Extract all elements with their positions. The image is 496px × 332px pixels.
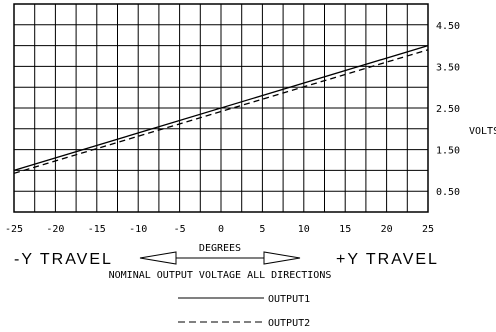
legend: OUTPUT1 OUTPUT2 <box>178 294 310 329</box>
x-tick-label: 5 <box>259 224 265 235</box>
left-travel-label: -Y TRAVEL <box>14 251 113 268</box>
y-axis-label: VOLTS <box>469 126 496 137</box>
y-tick-labels: 4.50 3.50 2.50 1.50 0.50 <box>436 21 460 198</box>
y-tick-label: 1.50 <box>436 146 460 157</box>
x-tick-label: -10 <box>129 224 147 235</box>
chart-title: NOMINAL OUTPUT VOLTAGE ALL DIRECTIONS <box>109 270 332 281</box>
x-tick-label: -25 <box>5 224 23 235</box>
legend-label-output1: OUTPUT1 <box>268 294 310 305</box>
right-travel-label: +Y TRAVEL <box>336 251 439 268</box>
x-tick-label: 15 <box>339 224 351 235</box>
x-tick-label: 20 <box>381 224 393 235</box>
x-tick-label: 25 <box>422 224 434 235</box>
y-tick-label: 0.50 <box>436 187 460 198</box>
x-tick-labels: -25 -20 -15 -10 -5 0 5 10 15 20 25 <box>5 224 434 235</box>
x-tick-label: 0 <box>218 224 224 235</box>
y-tick-label: 4.50 <box>436 21 460 32</box>
x-tick-label: 10 <box>298 224 310 235</box>
x-tick-label: -15 <box>88 224 106 235</box>
x-tick-label: -5 <box>174 224 186 235</box>
y-tick-label: 2.50 <box>436 104 460 115</box>
y-tick-label: 3.50 <box>436 62 460 73</box>
legend-label-output2: OUTPUT2 <box>268 318 310 329</box>
x-tick-label: -20 <box>46 224 64 235</box>
x-axis-label: DEGREES <box>199 243 241 254</box>
